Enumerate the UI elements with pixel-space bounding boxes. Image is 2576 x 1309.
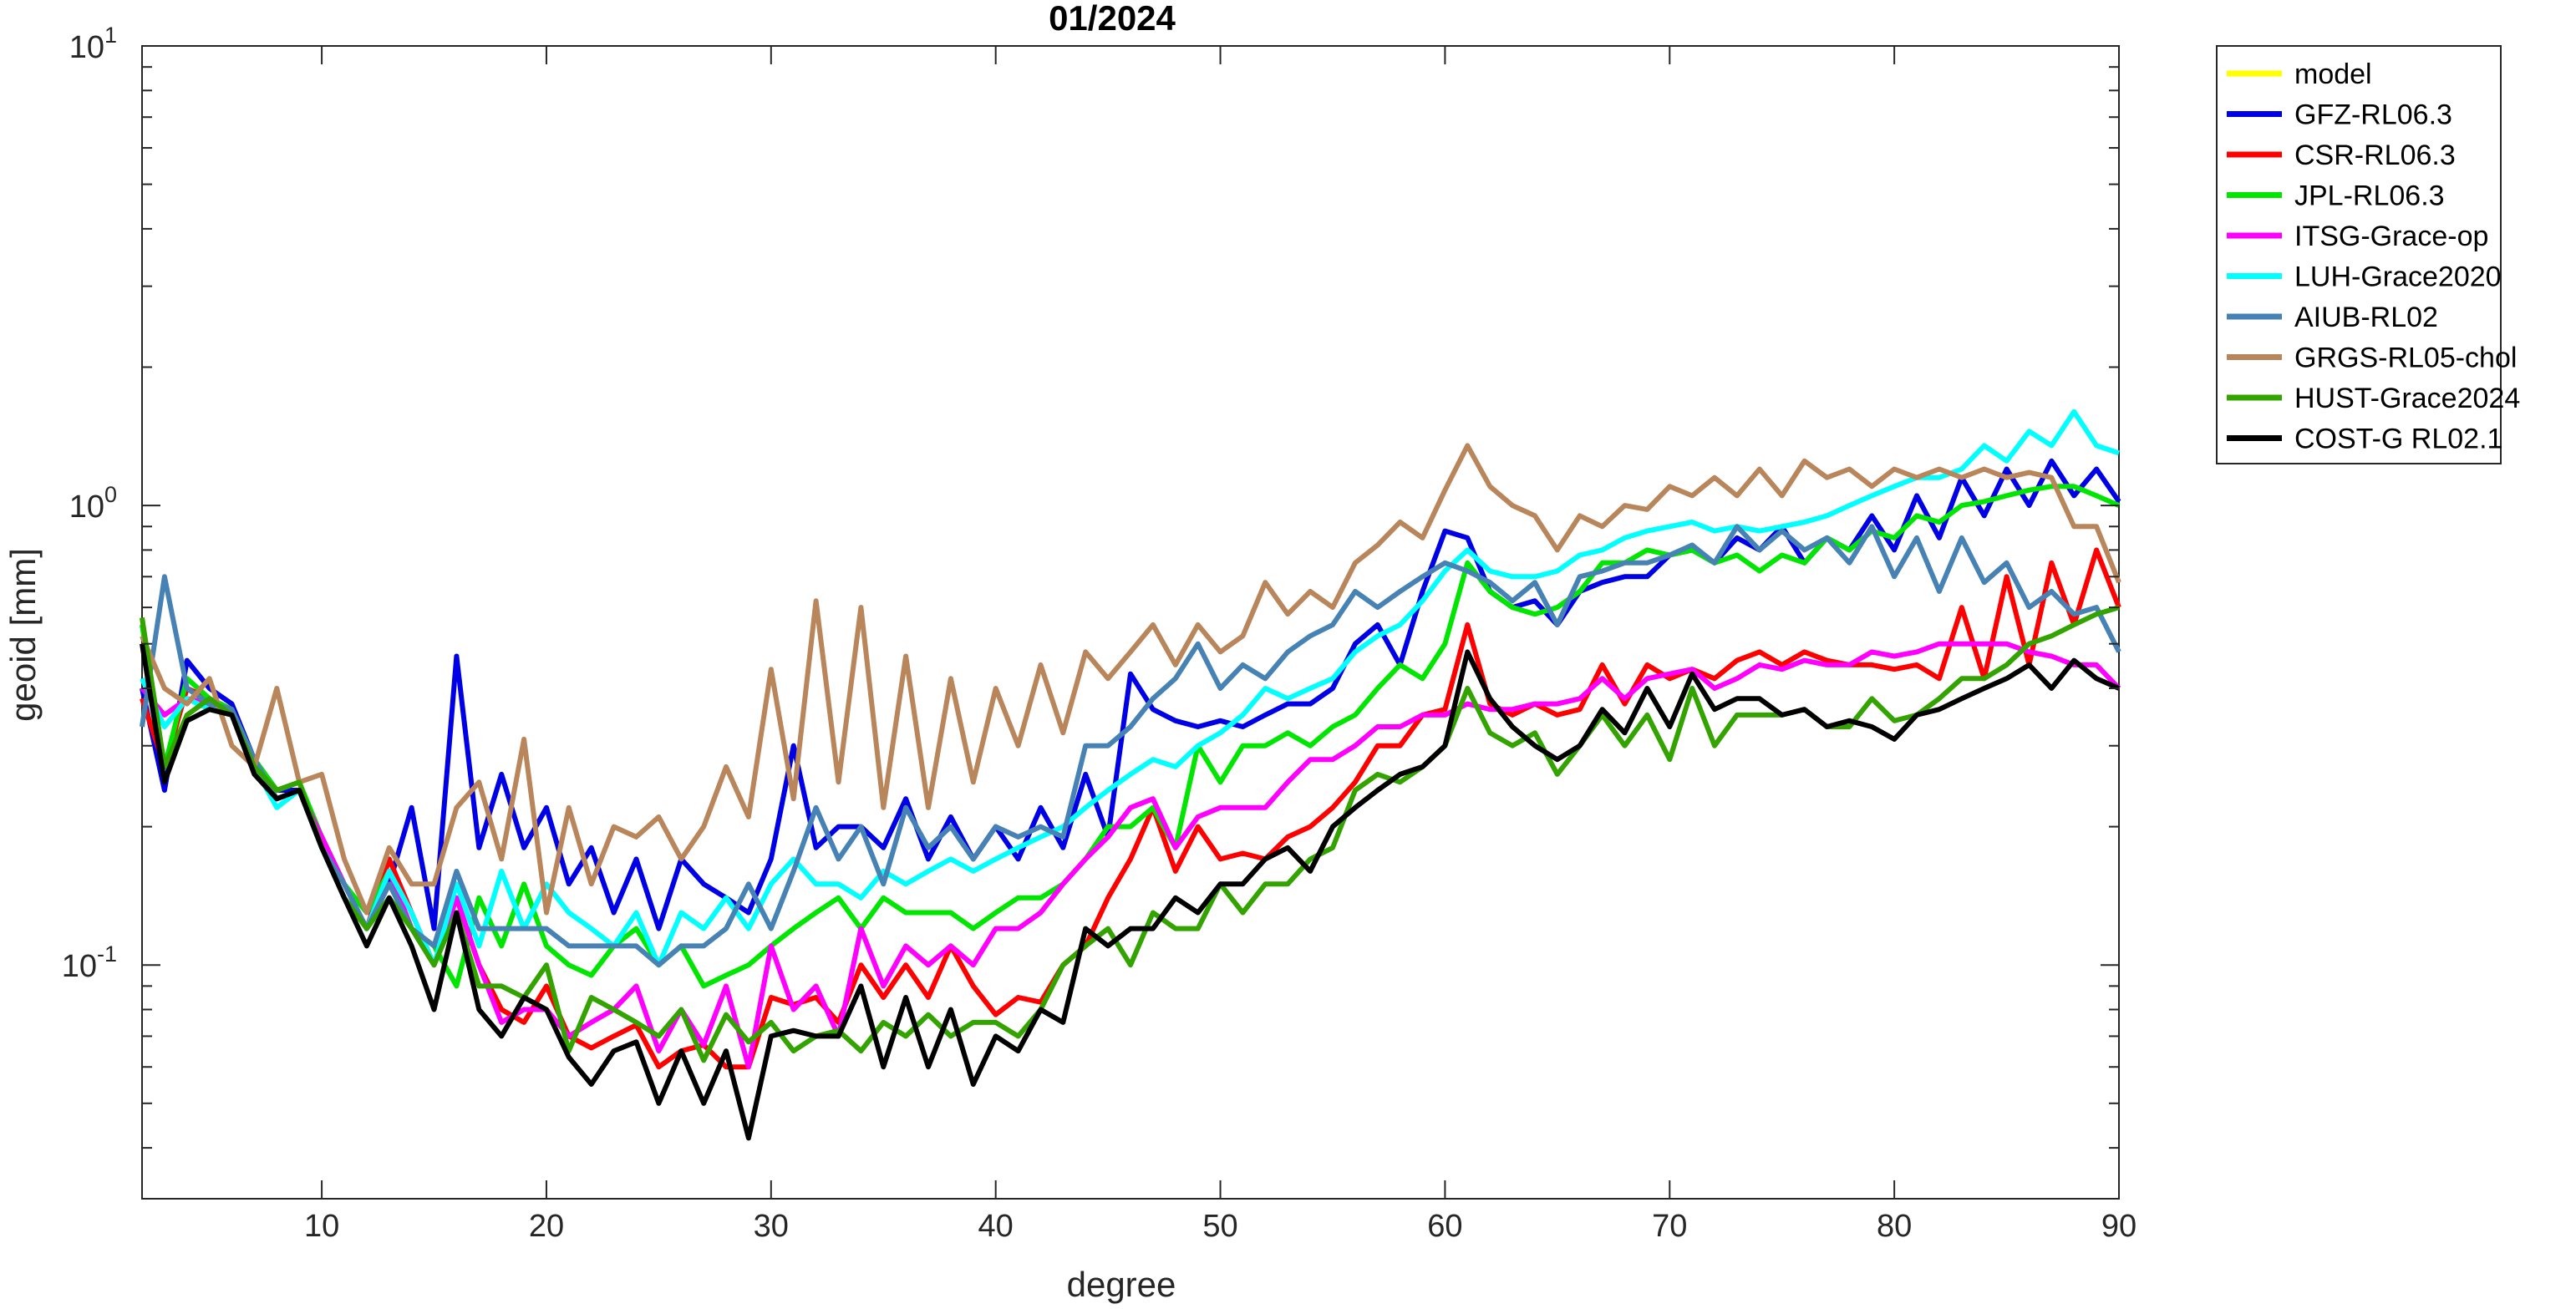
legend-label-hust-grace2024: HUST-Grace2024: [2294, 383, 2520, 414]
legend-label-csr-rl06-3: CSR-RL06.3: [2294, 140, 2456, 171]
y-tick-label: 101: [69, 23, 117, 65]
legend-label-cost-g-rl02-1: COST-G RL02.1: [2294, 424, 2502, 455]
x-tick-label: 60: [1427, 1209, 1462, 1244]
series-group: [140, 408, 2121, 1141]
legend-label-grgs-rl05-chol: GRGS-RL05-chol: [2294, 342, 2517, 374]
plot-frame: [141, 45, 2120, 1200]
series-line-itsg-grace-op: [140, 641, 2121, 1070]
legend-label-gfz-rl06-3: GFZ-RL06.3: [2294, 99, 2452, 131]
x-tick-label: 70: [1652, 1209, 1687, 1244]
plot-area: 10 20 30 40 50 60 70 80 90 10-1 100 101: [62, 23, 2137, 1244]
series-line-cost-g-rl02-1: [140, 643, 2121, 1141]
y-tick-label: 10-1: [62, 941, 117, 984]
x-axis-ticks: 10 20 30 40 50 60 70 80 90: [304, 46, 2137, 1244]
x-tick-label: 80: [1877, 1209, 1912, 1244]
y-tick-label: 100: [69, 482, 117, 525]
x-tick-label: 50: [1202, 1209, 1237, 1244]
legend-label-model: model: [2294, 58, 2372, 90]
x-axis-label: degree: [1067, 1265, 1176, 1304]
legend-label-jpl-rl06-3: JPL-RL06.3: [2294, 180, 2445, 212]
x-tick-label: 30: [754, 1209, 789, 1244]
x-tick-label: 10: [304, 1209, 339, 1244]
legend-label-luh-grace2020: LUH-Grace2020: [2294, 261, 2502, 293]
series-line-luh-grace2020: [140, 408, 2120, 968]
series-line-aiub-rl02: [140, 524, 2121, 968]
chart-title: 01/2024: [1049, 0, 1176, 38]
legend-label-itsg-grace-op: ITSG-Grace-op: [2294, 221, 2488, 252]
y-axis-ticks: 10-1 100 101: [62, 23, 2119, 1149]
x-tick-label: 40: [978, 1209, 1014, 1244]
x-tick-label: 20: [529, 1209, 564, 1244]
y-axis-label: geoid [mm]: [3, 548, 43, 722]
series-line-grgs-rl05-chol: [140, 443, 2121, 916]
legend: model GFZ-RL06.3 CSR-RL06.3 JPL-RL06.3 ITSG-…: [2216, 45, 2520, 464]
legend-label-aiub-rl02: AIUB-RL02: [2294, 302, 2438, 333]
x-tick-label: 90: [2101, 1209, 2137, 1244]
